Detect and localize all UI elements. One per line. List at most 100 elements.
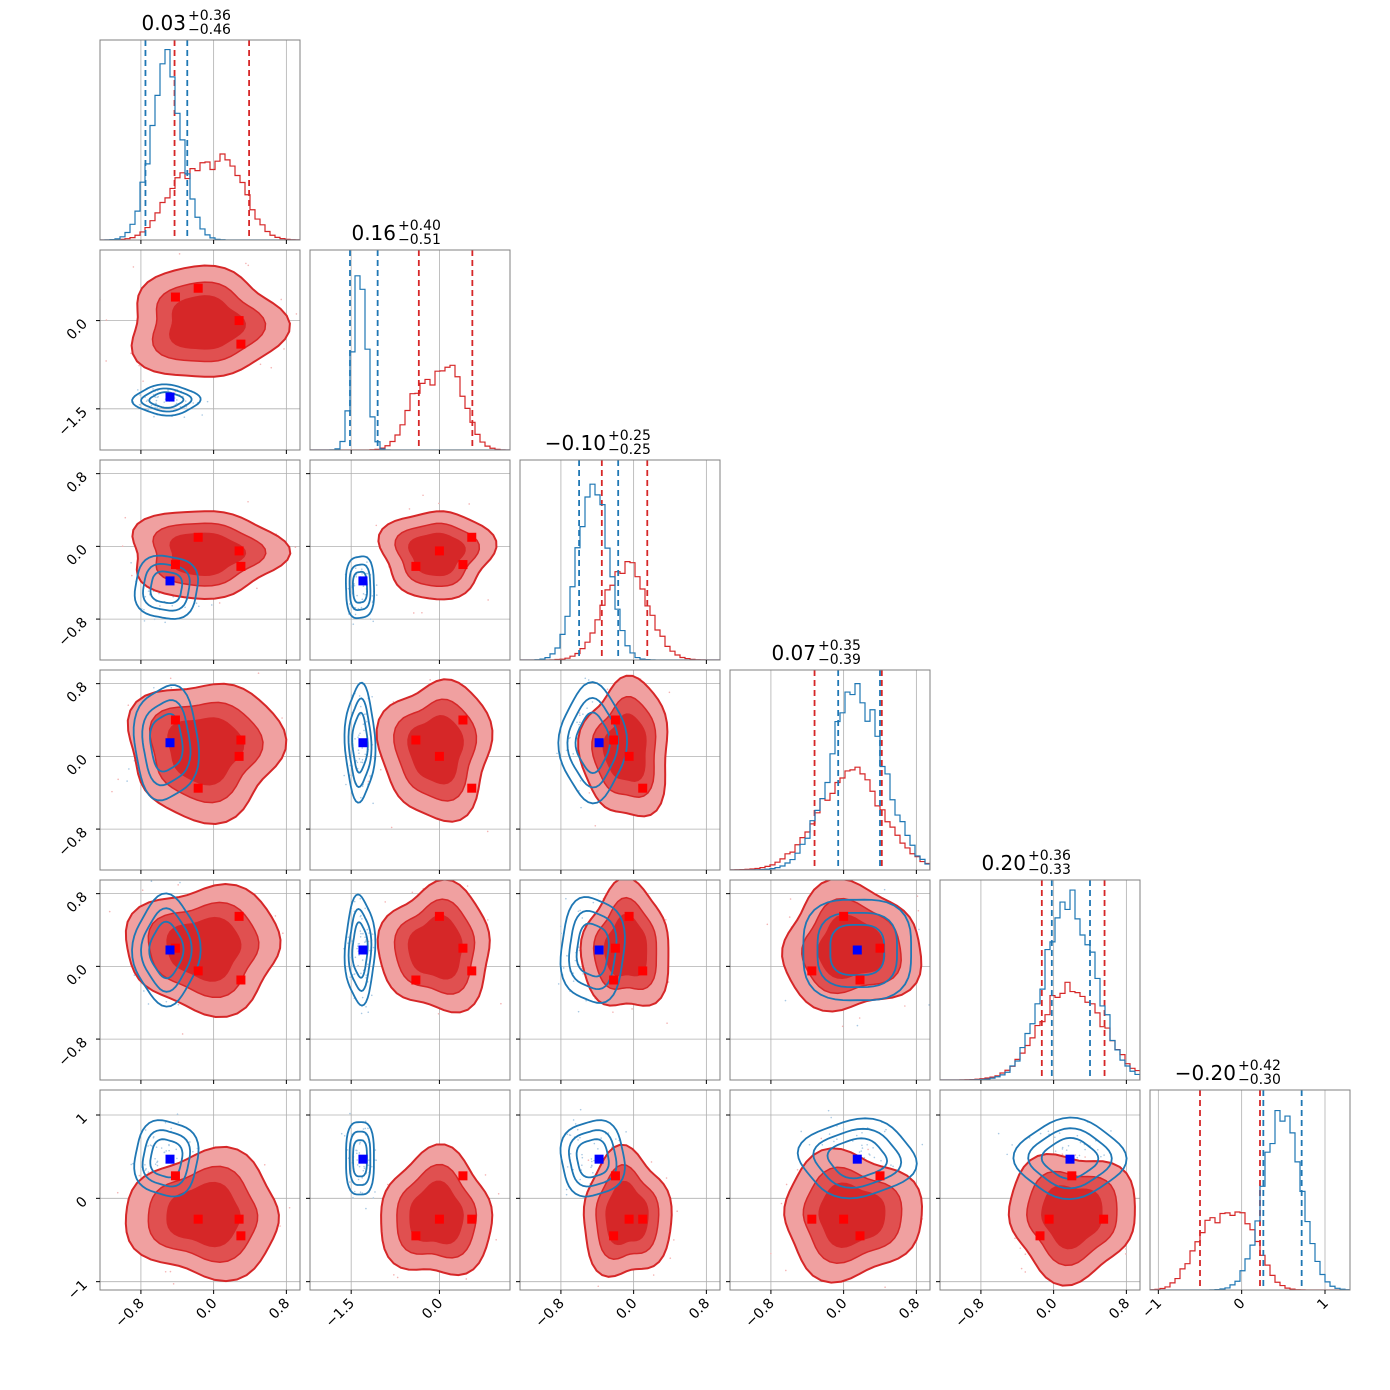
- histogram-b: [100, 153, 300, 240]
- panel-frame: [1149, 1089, 1351, 1291]
- sample-point-a: [356, 947, 358, 950]
- sample-point-a: [1058, 1132, 1061, 1134]
- sample-point-a: [375, 1159, 377, 1162]
- sample-point-a: [358, 734, 360, 736]
- sample-point-a: [201, 414, 204, 416]
- y-tick-label: 0: [73, 1194, 91, 1212]
- sample-point-b: [638, 1297, 640, 1299]
- sample-point-a: [821, 1143, 824, 1146]
- sample-point-a: [579, 1178, 581, 1181]
- sample-point-b: [141, 889, 144, 892]
- sample-point-b: [487, 919, 489, 921]
- panel-frame: [309, 669, 511, 871]
- contour-a-level-2: [351, 921, 369, 979]
- panel-1-0: −1.5 0.0: [55, 249, 301, 454]
- sample-point-a: [179, 881, 181, 884]
- sample-point-a: [1039, 1132, 1042, 1135]
- sample-point-a: [364, 940, 367, 942]
- contour-b-level-2: [818, 1182, 886, 1248]
- sample-point-a: [359, 936, 362, 938]
- sample-point-a: [343, 1135, 346, 1137]
- sample-point-a: [189, 1141, 191, 1143]
- panel-5-3: −0.8 0.0 0.8: [726, 1089, 931, 1331]
- panel-2-2: [519, 459, 721, 664]
- sample-point-b: [512, 1241, 514, 1243]
- marker-a: [594, 945, 604, 955]
- contour-a-level-2: [575, 922, 610, 978]
- marker-b: [839, 1214, 849, 1224]
- sample-point-a: [590, 1160, 593, 1163]
- x-tick-label: 0.8: [1106, 1296, 1133, 1323]
- sample-point-b: [665, 1177, 668, 1179]
- title-minus: −0.39: [818, 652, 861, 668]
- sample-point-a: [590, 1158, 593, 1160]
- sample-point-a: [354, 567, 357, 570]
- marker-b: [467, 966, 477, 976]
- sample-point-a: [357, 749, 360, 751]
- x-tick-label: −0.8: [742, 1296, 777, 1331]
- sample-point-a: [144, 595, 147, 598]
- sample-point-a: [615, 1138, 617, 1140]
- contour-a-level-0: [133, 1119, 200, 1198]
- sample-point-a: [184, 400, 187, 402]
- sample-point-a: [357, 964, 359, 967]
- sample-point-a: [352, 623, 355, 625]
- marker-a: [165, 576, 175, 586]
- sample-point-a: [372, 1197, 375, 1199]
- panel-5-1: −1.5 0.0: [306, 1089, 514, 1331]
- sample-point-b: [313, 796, 315, 798]
- y-tick-label: −1: [65, 1277, 91, 1303]
- title-value: 0.20: [981, 851, 1026, 875]
- contour-b-level-2: [169, 295, 246, 350]
- sample-point-b: [392, 701, 395, 703]
- sample-point-b: [780, 1202, 783, 1205]
- sample-point-b: [1020, 1267, 1023, 1270]
- x-tick-label: 0.0: [1033, 1296, 1060, 1323]
- sample-point-a: [359, 897, 362, 900]
- sample-point-a: [192, 402, 195, 404]
- sample-point-a: [566, 1133, 569, 1136]
- title-value: −0.10: [545, 431, 606, 455]
- sample-point-a: [368, 1159, 370, 1161]
- panel-5-0: −1 0 1 −0.8 0.0 0.8: [65, 1089, 301, 1331]
- sample-point-a: [861, 1147, 864, 1149]
- sample-point-a: [600, 1137, 602, 1139]
- panel-title-5: −0.20 +0.42−0.30: [1175, 1058, 1281, 1088]
- sample-point-a: [863, 1156, 866, 1159]
- title-minus: −0.51: [398, 232, 441, 248]
- sample-point-a: [1103, 1154, 1105, 1156]
- marker-b: [610, 1171, 620, 1181]
- sample-point-a: [163, 1151, 166, 1154]
- sample-point-a: [586, 707, 588, 709]
- marker-b: [638, 783, 648, 793]
- sample-point-a: [367, 1011, 370, 1014]
- sample-point-a: [371, 933, 374, 935]
- sample-point-b: [500, 1002, 502, 1005]
- sample-point-a: [152, 388, 154, 390]
- sample-point-a: [873, 1156, 876, 1159]
- contour-b-level-2: [407, 914, 463, 980]
- sample-point-a: [861, 1131, 863, 1134]
- sample-point-a: [359, 1191, 362, 1193]
- panel-content: [100, 670, 315, 870]
- sample-point-a: [340, 1132, 343, 1135]
- sample-point-a: [138, 403, 141, 406]
- sample-point-b: [664, 919, 667, 921]
- sample-point-a: [872, 1147, 874, 1149]
- title-minus: −0.30: [1238, 1072, 1281, 1088]
- sample-point-a: [1100, 1155, 1102, 1158]
- sample-point-a: [361, 758, 364, 761]
- marker-b: [467, 1214, 477, 1224]
- histogram-b: [310, 364, 510, 450]
- sample-point-a: [1006, 1153, 1008, 1156]
- sample-point-a: [360, 568, 363, 570]
- sample-point-a: [369, 775, 372, 778]
- panel-0-0: [99, 39, 301, 244]
- sample-point-b: [1061, 1153, 1064, 1156]
- sample-point-a: [1047, 1130, 1050, 1133]
- sample-point-b: [138, 1174, 141, 1177]
- sample-point-a: [842, 1128, 845, 1130]
- sample-point-a: [581, 1153, 583, 1156]
- contour-a-level-1: [566, 696, 620, 789]
- marker-b: [236, 339, 246, 349]
